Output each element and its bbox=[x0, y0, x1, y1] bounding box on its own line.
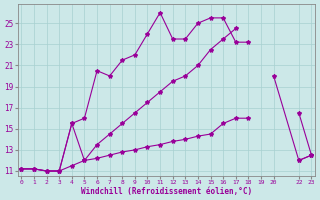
X-axis label: Windchill (Refroidissement éolien,°C): Windchill (Refroidissement éolien,°C) bbox=[81, 187, 252, 196]
